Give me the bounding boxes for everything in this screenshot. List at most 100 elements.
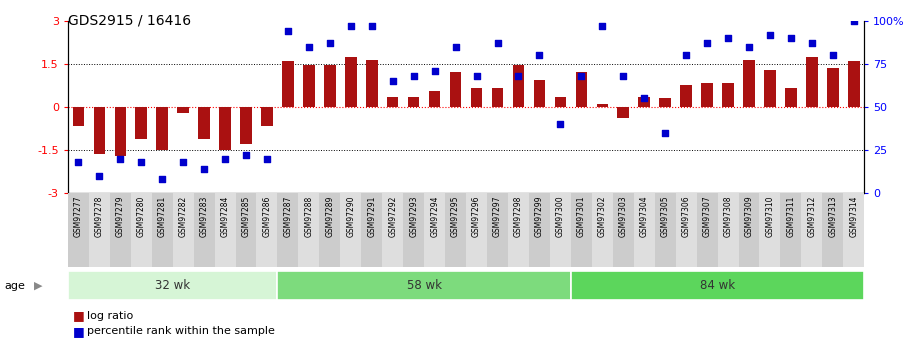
Point	[448, 44, 462, 49]
Point	[365, 23, 379, 29]
Bar	[764, 70, 776, 107]
Text: percentile rank within the sample: percentile rank within the sample	[87, 326, 275, 336]
Bar	[697, 193, 718, 267]
Text: log ratio: log ratio	[87, 311, 133, 321]
Text: GSM97306: GSM97306	[681, 195, 691, 237]
Bar	[471, 88, 482, 107]
Text: 58 wk: 58 wk	[406, 279, 442, 292]
Text: GSM97305: GSM97305	[661, 195, 670, 237]
Text: GSM97289: GSM97289	[326, 195, 334, 237]
Text: GSM97294: GSM97294	[430, 195, 439, 237]
Point	[763, 32, 777, 37]
Bar	[550, 193, 571, 267]
Bar	[508, 193, 529, 267]
Text: GSM97281: GSM97281	[157, 195, 167, 237]
Bar	[802, 193, 823, 267]
Text: age: age	[5, 281, 25, 290]
Bar	[786, 88, 796, 107]
Bar	[681, 86, 692, 107]
Text: 32 wk: 32 wk	[155, 279, 190, 292]
Point	[301, 44, 316, 49]
Text: GSM97307: GSM97307	[702, 195, 711, 237]
Point	[322, 40, 337, 46]
Bar	[115, 107, 126, 156]
Bar	[68, 193, 89, 267]
Text: GSM97277: GSM97277	[74, 195, 83, 237]
Bar	[278, 271, 571, 300]
Bar	[404, 193, 424, 267]
Bar	[613, 193, 634, 267]
Bar	[466, 193, 487, 267]
Point	[344, 23, 358, 29]
Text: GSM97290: GSM97290	[347, 195, 356, 237]
Text: GSM97298: GSM97298	[514, 195, 523, 237]
Point	[134, 159, 148, 165]
Point	[71, 159, 86, 165]
Bar	[282, 61, 294, 107]
Bar	[660, 98, 671, 107]
Text: GSM97293: GSM97293	[409, 195, 418, 237]
Bar	[110, 193, 130, 267]
Bar	[487, 193, 508, 267]
Text: GSM97280: GSM97280	[137, 195, 146, 237]
Point	[637, 96, 652, 101]
Text: GSM97295: GSM97295	[451, 195, 460, 237]
Bar	[676, 193, 697, 267]
Text: ■: ■	[72, 309, 84, 322]
Text: GSM97300: GSM97300	[556, 195, 565, 237]
Bar	[219, 107, 231, 150]
Bar	[152, 193, 173, 267]
Bar	[240, 107, 252, 144]
Bar	[303, 65, 315, 107]
Text: GSM97279: GSM97279	[116, 195, 125, 237]
Point	[281, 28, 295, 34]
Bar	[571, 271, 864, 300]
Point	[176, 159, 190, 165]
Point	[805, 40, 819, 46]
Text: ■: ■	[72, 325, 84, 338]
Bar	[387, 97, 398, 107]
Point	[511, 73, 526, 79]
Point	[113, 156, 128, 161]
Text: GSM97301: GSM97301	[576, 195, 586, 237]
Bar	[361, 193, 382, 267]
Bar	[780, 193, 802, 267]
Point	[679, 52, 693, 58]
Text: GSM97310: GSM97310	[766, 195, 775, 237]
Bar	[177, 107, 189, 113]
Text: GSM97302: GSM97302	[598, 195, 606, 237]
Text: GSM97311: GSM97311	[786, 195, 795, 237]
Point	[532, 52, 547, 58]
Bar	[701, 82, 713, 107]
Bar	[592, 193, 613, 267]
Text: GSM97278: GSM97278	[95, 195, 104, 237]
Text: GDS2915 / 16416: GDS2915 / 16416	[68, 14, 191, 28]
Bar	[345, 57, 357, 107]
Point	[784, 35, 798, 41]
Text: GSM97304: GSM97304	[640, 195, 649, 237]
Bar	[136, 107, 147, 139]
Point	[218, 156, 233, 161]
Bar	[445, 193, 466, 267]
Bar	[214, 193, 235, 267]
Text: GSM97287: GSM97287	[283, 195, 292, 237]
Point	[92, 173, 107, 179]
Bar	[429, 91, 441, 107]
Text: GSM97286: GSM97286	[262, 195, 272, 237]
Text: GSM97312: GSM97312	[807, 195, 816, 237]
Text: GSM97314: GSM97314	[849, 195, 858, 237]
Point	[260, 156, 274, 161]
Point	[427, 68, 442, 73]
Bar	[324, 65, 336, 107]
Bar	[759, 193, 780, 267]
Text: 84 wk: 84 wk	[700, 279, 735, 292]
Bar	[173, 193, 194, 267]
Bar	[157, 107, 168, 150]
Text: GSM97291: GSM97291	[367, 195, 376, 237]
Bar	[843, 193, 864, 267]
Bar	[491, 88, 503, 107]
Bar	[319, 193, 340, 267]
Bar	[194, 193, 214, 267]
Bar	[68, 271, 278, 300]
Bar	[382, 193, 404, 267]
